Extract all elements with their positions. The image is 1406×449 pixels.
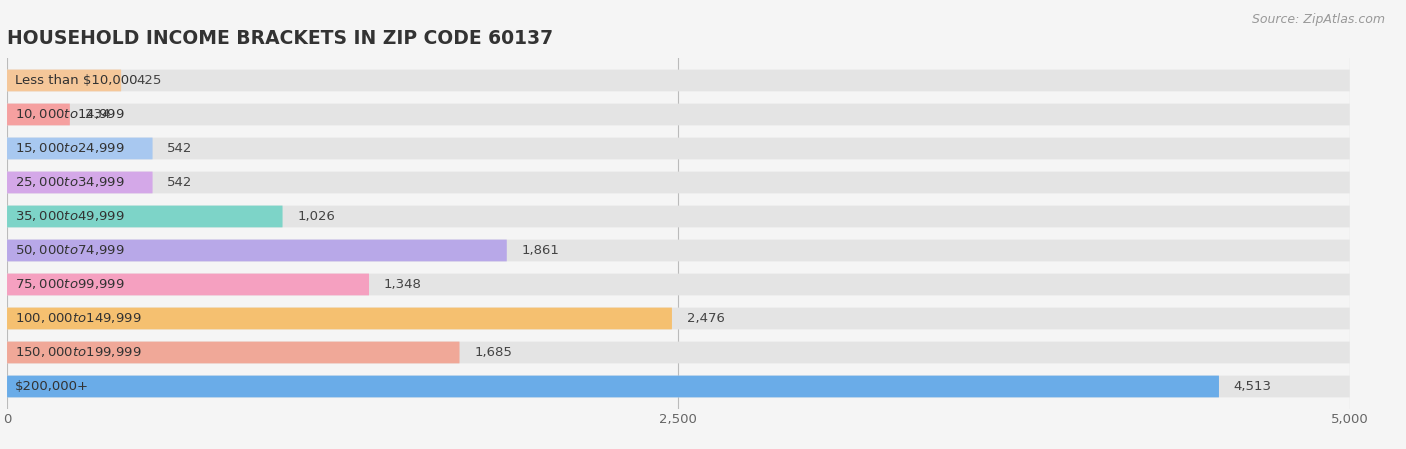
FancyBboxPatch shape bbox=[7, 376, 1350, 397]
Text: $25,000 to $34,999: $25,000 to $34,999 bbox=[14, 176, 124, 189]
FancyBboxPatch shape bbox=[7, 273, 1350, 295]
Text: $35,000 to $49,999: $35,000 to $49,999 bbox=[14, 210, 124, 224]
Text: $150,000 to $199,999: $150,000 to $199,999 bbox=[14, 345, 141, 360]
FancyBboxPatch shape bbox=[7, 137, 153, 159]
FancyBboxPatch shape bbox=[7, 206, 283, 227]
FancyBboxPatch shape bbox=[7, 342, 1350, 363]
FancyBboxPatch shape bbox=[7, 308, 672, 330]
Text: $10,000 to $14,999: $10,000 to $14,999 bbox=[14, 107, 124, 122]
Text: 542: 542 bbox=[167, 142, 193, 155]
FancyBboxPatch shape bbox=[7, 240, 506, 261]
Text: $100,000 to $149,999: $100,000 to $149,999 bbox=[14, 312, 141, 326]
FancyBboxPatch shape bbox=[7, 273, 368, 295]
FancyBboxPatch shape bbox=[7, 308, 1350, 330]
Text: 1,685: 1,685 bbox=[474, 346, 512, 359]
FancyBboxPatch shape bbox=[7, 172, 153, 194]
FancyBboxPatch shape bbox=[7, 172, 1350, 194]
Text: $75,000 to $99,999: $75,000 to $99,999 bbox=[14, 277, 124, 291]
Text: 1,348: 1,348 bbox=[384, 278, 422, 291]
Text: 542: 542 bbox=[167, 176, 193, 189]
FancyBboxPatch shape bbox=[7, 104, 70, 125]
FancyBboxPatch shape bbox=[7, 70, 1350, 91]
FancyBboxPatch shape bbox=[7, 104, 1350, 125]
Text: 4,513: 4,513 bbox=[1233, 380, 1272, 393]
Text: 425: 425 bbox=[136, 74, 162, 87]
FancyBboxPatch shape bbox=[7, 342, 460, 363]
FancyBboxPatch shape bbox=[7, 206, 1350, 227]
FancyBboxPatch shape bbox=[7, 137, 1350, 159]
FancyBboxPatch shape bbox=[7, 70, 121, 91]
Text: 1,026: 1,026 bbox=[297, 210, 335, 223]
Text: Less than $10,000: Less than $10,000 bbox=[14, 74, 136, 87]
Text: 234: 234 bbox=[84, 108, 110, 121]
Text: $50,000 to $74,999: $50,000 to $74,999 bbox=[14, 243, 124, 257]
FancyBboxPatch shape bbox=[7, 376, 1219, 397]
Text: $200,000+: $200,000+ bbox=[14, 380, 89, 393]
Text: Source: ZipAtlas.com: Source: ZipAtlas.com bbox=[1251, 13, 1385, 26]
Text: HOUSEHOLD INCOME BRACKETS IN ZIP CODE 60137: HOUSEHOLD INCOME BRACKETS IN ZIP CODE 60… bbox=[7, 30, 553, 48]
Text: 2,476: 2,476 bbox=[686, 312, 724, 325]
Text: $15,000 to $24,999: $15,000 to $24,999 bbox=[14, 141, 124, 155]
FancyBboxPatch shape bbox=[7, 240, 1350, 261]
Text: 1,861: 1,861 bbox=[522, 244, 560, 257]
